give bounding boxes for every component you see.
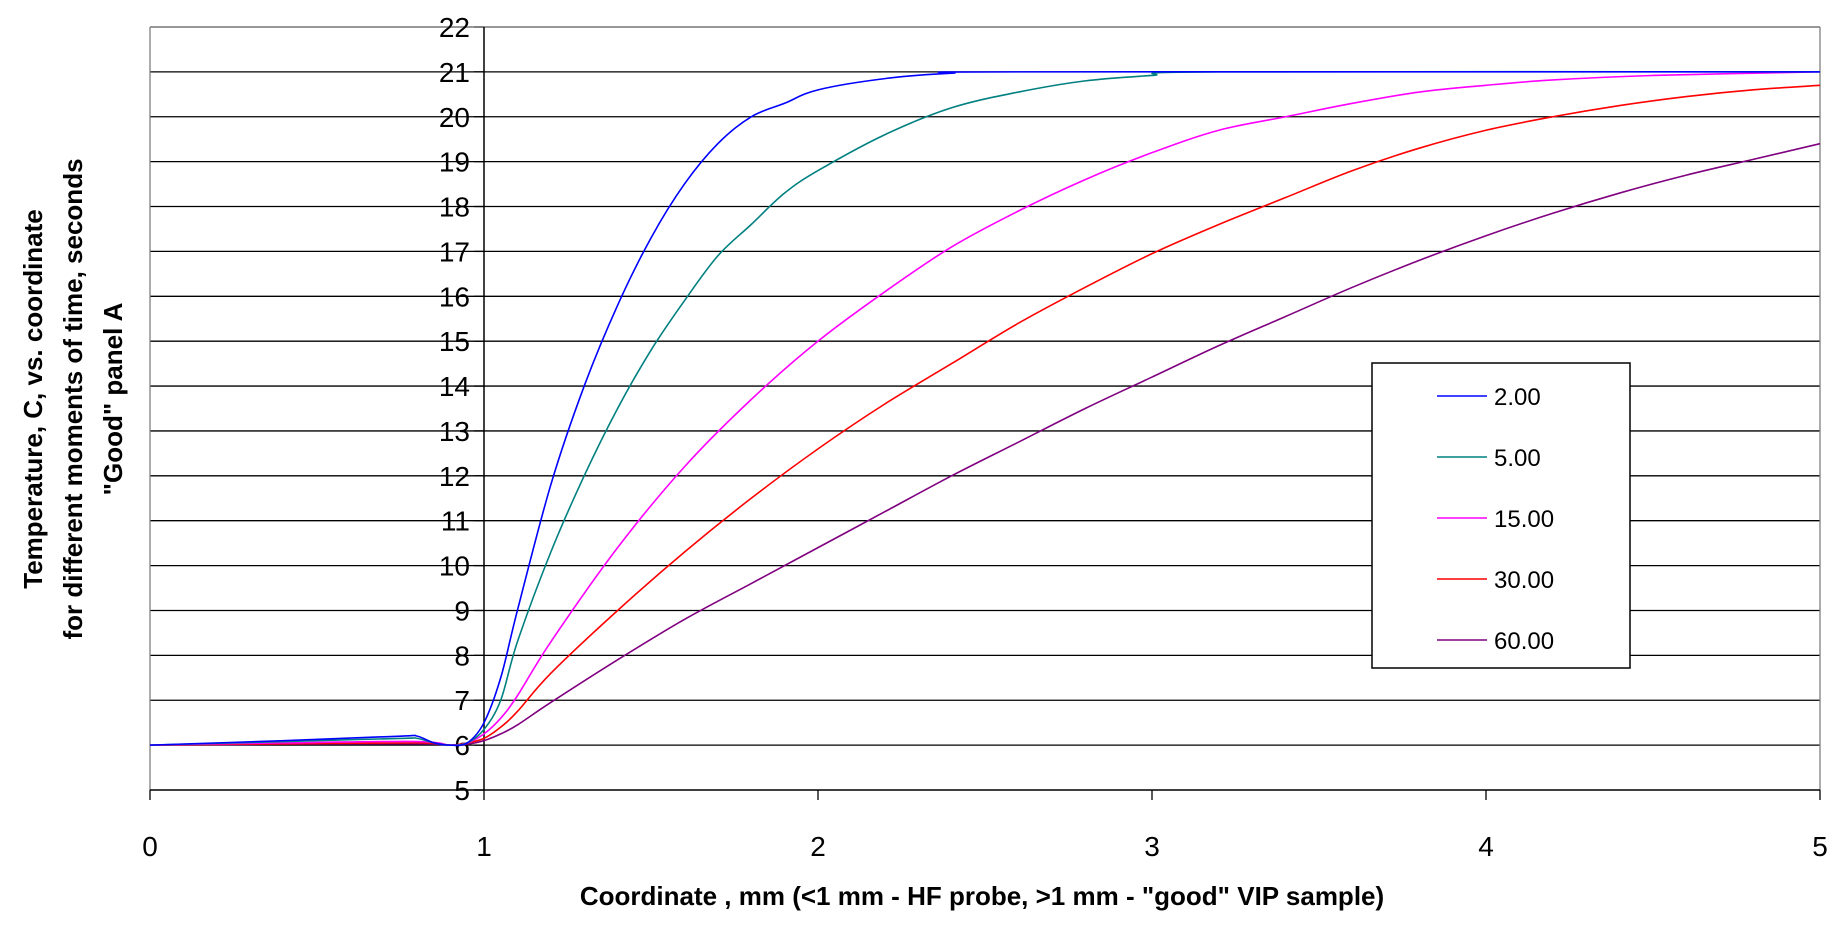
y-axis-title-line-1: Temperature, C, vs. coordinate bbox=[18, 209, 48, 589]
x-tick-label: 3 bbox=[1144, 831, 1160, 862]
x-tick-labels: 0 1 2 3 4 5 bbox=[142, 831, 1828, 862]
legend-label: 60.00 bbox=[1494, 628, 1554, 655]
y-axis-title-line-2: for different moments of time, seconds bbox=[58, 158, 88, 639]
series-lines bbox=[149, 70, 1821, 747]
series-line-2.00 bbox=[149, 70, 1821, 747]
y-tick-label: 5 bbox=[454, 775, 470, 806]
y-axis-title-line-3: "Good" panel A bbox=[98, 302, 128, 495]
x-tick-label: 4 bbox=[1478, 831, 1494, 862]
x-tick-label: 0 bbox=[142, 831, 158, 862]
y-tick-label: 8 bbox=[454, 640, 470, 671]
x-axis-title: Coordinate , mm (<1 mm - HF probe, >1 mm… bbox=[580, 881, 1384, 911]
y-tick-label: 11 bbox=[441, 506, 470, 537]
y-tick-label: 20 bbox=[439, 102, 470, 133]
y-tick-label: 9 bbox=[454, 595, 470, 626]
axes bbox=[149, 26, 1821, 800]
y-tick-label: 12 bbox=[439, 461, 470, 492]
y-tick-label: 16 bbox=[439, 281, 470, 312]
y-tick-label: 13 bbox=[439, 416, 470, 447]
y-tick-label: 14 bbox=[439, 371, 470, 402]
y-axis-title: Temperature, C, vs. coordinate for diffe… bbox=[18, 158, 128, 639]
y-tick-label: 22 bbox=[439, 12, 470, 43]
series-line-60.00 bbox=[149, 142, 1821, 746]
legend: 2.00 5.00 15.00 30.00 60.00 bbox=[1371, 362, 1631, 669]
y-tick-label: 10 bbox=[439, 551, 470, 582]
x-tick-label: 2 bbox=[810, 831, 826, 862]
legend-label: 30.00 bbox=[1494, 567, 1554, 594]
legend-box bbox=[1371, 362, 1631, 669]
x-tick-label: 5 bbox=[1812, 831, 1828, 862]
y-tick-label: 18 bbox=[439, 192, 470, 223]
y-tick-label: 17 bbox=[439, 236, 470, 267]
y-tick-label: 7 bbox=[454, 685, 470, 716]
y-tick-label: 21 bbox=[439, 57, 470, 88]
y-tick-label: 15 bbox=[439, 326, 470, 357]
legend-label: 2.00 bbox=[1494, 384, 1541, 411]
legend-label: 5.00 bbox=[1494, 445, 1541, 472]
y-tick-label: 19 bbox=[439, 147, 470, 178]
x-tick-label: 1 bbox=[476, 831, 492, 862]
legend-label: 15.00 bbox=[1494, 506, 1554, 533]
